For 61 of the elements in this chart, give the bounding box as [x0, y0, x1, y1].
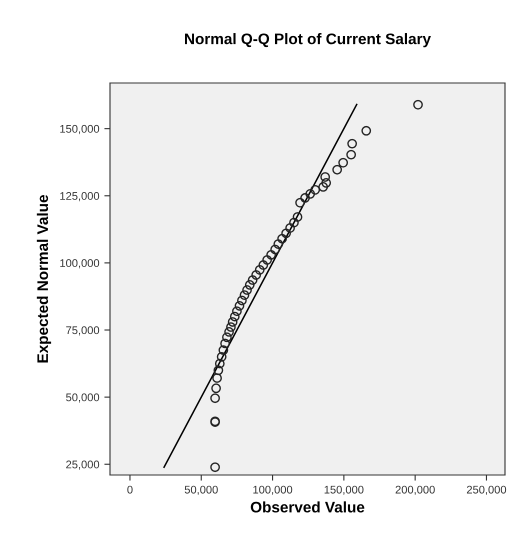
x-tick-label: 0 — [127, 486, 133, 494]
point — [211, 383, 221, 394]
point — [300, 193, 310, 203]
point — [332, 164, 342, 175]
point — [318, 182, 328, 192]
y-tick-label: 25,000 — [66, 460, 100, 470]
point — [346, 150, 356, 160]
x-tick-label: 50,000 — [184, 486, 218, 495]
point — [251, 270, 262, 280]
y-axis-title: Expected Normal Value — [36, 195, 52, 362]
point — [277, 234, 287, 244]
point — [218, 345, 228, 356]
point — [310, 185, 320, 195]
point — [281, 228, 291, 238]
x-axis-title: Observed Value — [250, 501, 364, 513]
point — [212, 373, 222, 383]
point — [289, 218, 299, 228]
point — [228, 317, 238, 327]
point — [295, 198, 305, 208]
point — [258, 260, 268, 270]
point — [242, 285, 252, 295]
y-tick-label: 125,000 — [60, 192, 100, 202]
point — [273, 239, 284, 249]
point — [230, 312, 240, 322]
point — [210, 393, 220, 404]
point — [320, 172, 330, 182]
point — [214, 358, 225, 368]
point — [361, 126, 372, 136]
point — [216, 352, 227, 362]
x-tick-label: 100,000 — [253, 486, 292, 495]
point — [338, 158, 348, 168]
point — [210, 462, 220, 472]
point — [413, 100, 423, 110]
point — [248, 275, 258, 285]
point — [244, 280, 255, 290]
point — [285, 223, 295, 233]
point — [232, 306, 242, 316]
x-tick-label: 250,000 — [466, 486, 506, 495]
point — [224, 327, 234, 337]
x-tick-label: 200,000 — [396, 486, 435, 495]
point — [237, 296, 247, 306]
point — [254, 265, 265, 275]
point — [266, 250, 276, 260]
point — [240, 290, 250, 300]
chart-title: Normal Q-Q Plot of Current Salary — [185, 33, 431, 48]
y-tick-label: 100,000 — [60, 259, 100, 268]
point — [321, 178, 332, 188]
point — [234, 300, 244, 311]
point — [226, 322, 236, 332]
x-tick-label: 150,000 — [324, 486, 364, 495]
point — [262, 255, 272, 265]
point — [222, 332, 232, 342]
point — [347, 138, 357, 149]
point — [220, 338, 230, 348]
y-tick-label: 75,000 — [66, 326, 100, 336]
y-tick-label: 50,000 — [66, 393, 100, 403]
y-tick-label: 150,000 — [60, 124, 100, 134]
point — [305, 189, 316, 199]
point — [292, 212, 302, 222]
point — [270, 244, 280, 254]
point — [214, 365, 224, 376]
